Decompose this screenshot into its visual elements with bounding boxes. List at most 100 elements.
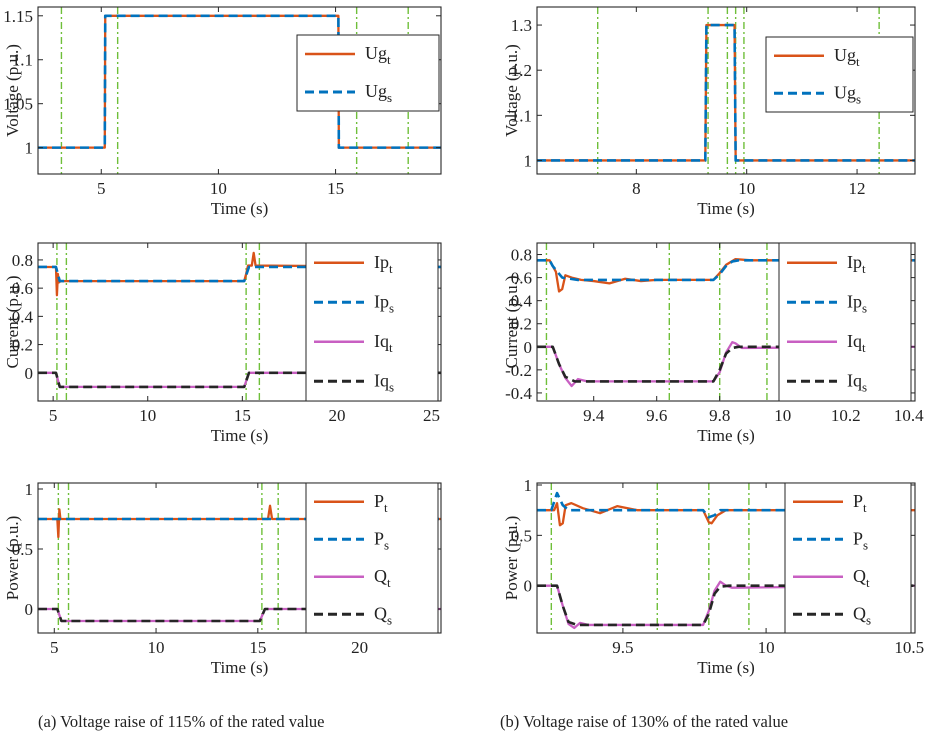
y-tick-label: 0.5 — [12, 540, 33, 559]
legend-label-iq-t: Iqt — [847, 331, 866, 355]
y-tick-label: 1.3 — [511, 16, 532, 35]
y-tick-label: 1.2 — [511, 61, 532, 80]
x-tick-label: 5 — [50, 638, 59, 657]
legend-label-ip-t: Ipt — [374, 252, 393, 276]
axes-frame — [536, 242, 916, 402]
series-q-s — [537, 584, 915, 627]
x-tick-label: 5 — [49, 406, 58, 425]
legend-box — [784, 482, 912, 634]
series-q-s — [38, 607, 441, 623]
series-p-s — [537, 491, 915, 519]
caption-b: (b) Voltage raise of 130% of the rated v… — [500, 712, 789, 731]
legend-box — [765, 36, 914, 113]
y-tick-label: 0.6 — [511, 269, 532, 288]
legend-label-iq-s: Iqs — [847, 370, 867, 394]
y-tick-label: 0.2 — [511, 315, 532, 334]
chart-a-voltage: 5 10 15 1 1.05 1.1 1.15 Time (s) Voltage (p.u.) U… — [3, 6, 442, 218]
y-tick-label: 0 — [524, 338, 533, 357]
axes-frame — [37, 6, 442, 175]
series-p-t — [537, 501, 915, 527]
legend-label-ug-t: Ugt — [834, 45, 860, 69]
x-tick-label: 10 — [210, 179, 227, 198]
y-tick-label: 0.4 — [12, 307, 34, 326]
y-tick-label: 0.4 — [511, 292, 533, 311]
legend-label-q-t: Qt — [374, 566, 391, 590]
legend: Pt Ps Qt Qs — [305, 482, 439, 634]
axes-frame — [37, 482, 442, 634]
x-axis-label: Time (s) — [697, 426, 754, 445]
axes-frame — [536, 6, 916, 175]
y-tick-label: 0 — [524, 577, 533, 596]
chart-b-current: 9.4 9.6 9.8 10 10.2 10.4 -0.4 -0.2 0 0.2 0.4 0.6 0.8… — [502, 242, 924, 445]
y-axis-label: Power (p.u.) — [502, 516, 521, 601]
series-ip-s — [537, 258, 915, 282]
y-tick-label: 0 — [25, 364, 34, 383]
event-markers — [545, 243, 768, 401]
chart-b-power: 9.5 10 10.5 0 0.5 1 Time (s) Power (p.u.) Pt Ps Qt… — [502, 476, 924, 677]
x-tick-label: 10.2 — [831, 406, 861, 425]
legend-label-p-s: Ps — [853, 528, 868, 552]
legend-label-q-s: Qs — [853, 603, 871, 627]
legend-label-q-t: Qt — [853, 566, 870, 590]
x-tick-label: 20 — [351, 638, 368, 657]
y-tick-label: 1 — [524, 151, 533, 170]
legend-box — [778, 242, 912, 402]
legend-label-p-t: Pt — [853, 491, 867, 515]
y-axis-label: Current (p.u.) — [502, 275, 521, 368]
legend: Pt Ps Qt Qs — [784, 482, 912, 634]
x-tick-label: 10 — [758, 638, 775, 657]
x-tick-label: 9.8 — [709, 406, 730, 425]
x-tick-label: 9.6 — [646, 406, 667, 425]
x-tick-label: 10 — [139, 406, 156, 425]
series-group — [537, 23, 915, 162]
x-tick-label: 25 — [423, 406, 440, 425]
legend-label-iq-s: Iqs — [374, 370, 394, 394]
legend-label-q-s: Qs — [374, 603, 392, 627]
x-axis-label: Time (s) — [697, 199, 754, 218]
x-axis-label: Time (s) — [211, 199, 268, 218]
series-group — [38, 251, 441, 389]
y-axis-label: Voltage (p.u.) — [502, 44, 521, 137]
event-markers — [60, 7, 409, 174]
legend-box — [296, 34, 440, 112]
y-tick-label: 1 — [25, 480, 34, 499]
axes-frame — [536, 482, 916, 634]
legend-box — [305, 242, 439, 402]
y-tick-label: 0 — [25, 600, 34, 619]
x-axis-label: Time (s) — [211, 658, 268, 677]
series-iq-s — [537, 345, 915, 383]
axes-frame — [37, 242, 442, 402]
series-group — [38, 504, 441, 623]
series-ug-s — [38, 14, 441, 149]
y-tick-label: 1.1 — [12, 51, 33, 70]
x-axis-label: Time (s) — [697, 658, 754, 677]
series-iq-s — [38, 371, 441, 389]
chart-a-power: 5 10 15 20 0 0.5 1 Time (s) Power (p.u.) Pt Ps Qt Qs — [3, 480, 442, 677]
series-group — [537, 491, 915, 630]
series-ip-s — [38, 265, 441, 283]
x-tick-label: 15 — [249, 638, 266, 657]
y-tick-label: 1.1 — [511, 106, 532, 125]
legend: Ipt Ips Iqt Iqs — [778, 242, 912, 402]
series-group — [537, 257, 915, 388]
legend-label-ip-t: Ipt — [847, 252, 866, 276]
y-tick-label: 1.05 — [3, 95, 33, 114]
y-axis-label: Voltage (p.u.) — [3, 44, 22, 137]
legend: Ugt Ugs — [296, 34, 440, 112]
legend-label-ug-s: Ugs — [365, 81, 392, 105]
y-tick-label: -0.2 — [505, 361, 532, 380]
x-tick-label: 10 — [738, 179, 755, 198]
x-tick-label: 20 — [328, 406, 345, 425]
x-tick-label: 10.5 — [894, 638, 924, 657]
legend-label-ug-t: Ugt — [365, 43, 391, 67]
y-tick-label: 0.2 — [12, 336, 33, 355]
caption-a: (a) Voltage raise of 115% of the rated v… — [38, 712, 325, 731]
x-tick-label: 10 — [774, 406, 791, 425]
x-tick-label: 12 — [849, 179, 866, 198]
legend-label-iq-t: Iqt — [374, 331, 393, 355]
x-tick-label: 10 — [148, 638, 165, 657]
x-tick-label: 10.4 — [894, 406, 924, 425]
legend: Ipt Ips Iqt Iqs — [305, 242, 439, 402]
x-tick-label: 15 — [234, 406, 251, 425]
